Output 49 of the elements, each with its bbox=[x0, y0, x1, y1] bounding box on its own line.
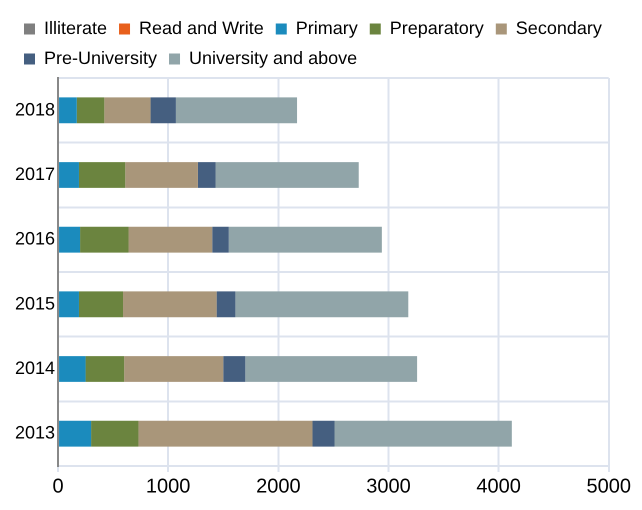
legend-label: Read and Write bbox=[139, 18, 264, 38]
y-tick-label: 2017 bbox=[14, 164, 56, 184]
bar bbox=[138, 420, 312, 447]
x-tick-label: 3000 bbox=[366, 476, 411, 498]
x-tick-label: 5000 bbox=[586, 476, 632, 498]
y-tick-label: 2015 bbox=[14, 293, 56, 314]
bar bbox=[80, 226, 129, 253]
bar bbox=[76, 97, 104, 124]
bar bbox=[312, 420, 334, 447]
y-tick-label: 2014 bbox=[14, 358, 56, 378]
bar bbox=[128, 226, 212, 253]
bar bbox=[216, 291, 236, 318]
legend-label: Primary bbox=[296, 18, 358, 38]
bar bbox=[150, 97, 176, 124]
bar bbox=[198, 162, 216, 188]
legend-label: Secondary bbox=[516, 18, 602, 38]
x-tick-label: 2000 bbox=[256, 476, 301, 498]
bar bbox=[59, 291, 79, 318]
x-tick-label: 0 bbox=[52, 476, 64, 498]
legend-label: Illiterate bbox=[44, 18, 108, 38]
bar bbox=[78, 162, 126, 188]
bar bbox=[124, 356, 224, 382]
bar bbox=[216, 162, 359, 188]
bar bbox=[59, 97, 77, 124]
bar bbox=[245, 356, 418, 382]
bar bbox=[91, 420, 138, 447]
bar bbox=[86, 356, 124, 382]
bar bbox=[334, 420, 512, 447]
bar bbox=[123, 291, 217, 318]
y-tick-label: 2018 bbox=[14, 99, 56, 120]
bar bbox=[59, 226, 80, 253]
x-tick-label: 1000 bbox=[146, 476, 190, 498]
legend-label: University and above bbox=[189, 48, 358, 68]
bar bbox=[59, 420, 92, 447]
y-tick-label: 2013 bbox=[14, 422, 56, 443]
bar bbox=[78, 291, 124, 318]
x-tick-label: 4000 bbox=[476, 476, 521, 498]
bar bbox=[212, 226, 229, 253]
legend-label: Preparatory bbox=[390, 18, 484, 38]
bar bbox=[223, 356, 246, 382]
bar bbox=[59, 356, 86, 382]
bar bbox=[235, 291, 408, 318]
bar bbox=[228, 226, 382, 253]
bar bbox=[104, 97, 151, 124]
legend-label: Pre-University bbox=[44, 48, 158, 68]
bar bbox=[125, 162, 198, 188]
bar bbox=[176, 97, 298, 124]
y-tick-label: 2016 bbox=[14, 228, 56, 249]
bar bbox=[59, 162, 79, 188]
